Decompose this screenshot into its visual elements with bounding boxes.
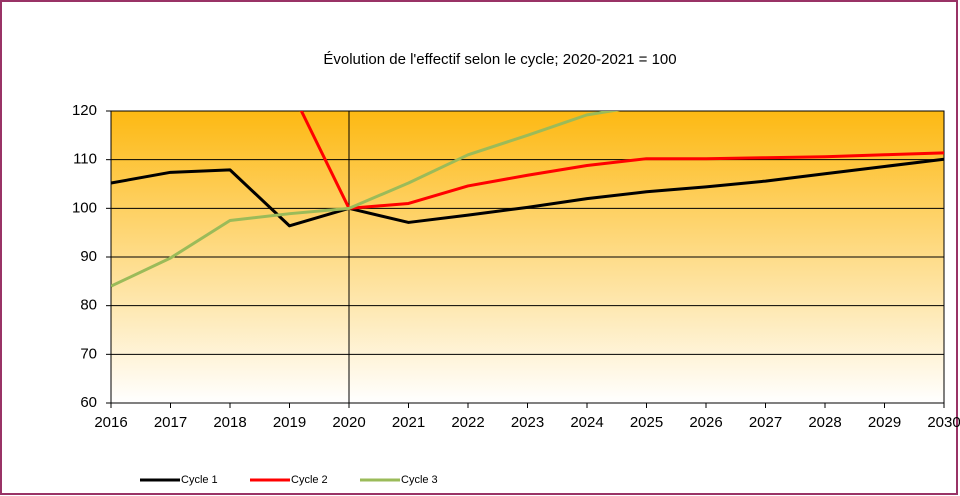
x-tick-label: 2028	[808, 414, 841, 431]
plot-border	[110, 110, 945, 404]
x-tick-label: 2027	[749, 414, 782, 431]
x-tick-label: 2019	[273, 414, 306, 431]
x-tick-label: 2026	[689, 414, 722, 431]
y-tick-label: 120	[72, 102, 97, 119]
y-tick-label: 70	[80, 345, 97, 362]
series-line	[111, 111, 621, 288]
legend-label: Cycle 3	[401, 474, 438, 486]
x-tick-label: 2017	[154, 414, 187, 431]
series-line	[299, 111, 944, 210]
x-tick-label: 2018	[213, 414, 246, 431]
chart-title: Évolution de l'effectif selon le cycle; …	[323, 51, 676, 68]
y-tick-label: 80	[80, 297, 97, 314]
x-tick-label: 2023	[511, 414, 544, 431]
x-tick-label: 2021	[392, 414, 425, 431]
x-tick-label: 2025	[630, 414, 663, 431]
x-tick-label: 2016	[94, 414, 127, 431]
y-tick-label: 110	[73, 151, 97, 168]
x-tick-label: 2022	[451, 414, 484, 431]
series-group	[111, 111, 944, 288]
x-tick-label: 2020	[332, 414, 365, 431]
y-tick-label: 100	[72, 199, 97, 216]
x-tick-label: 2030	[927, 414, 960, 431]
x-tick-label: 2024	[570, 414, 603, 431]
y-tick-label: 90	[80, 248, 97, 265]
series-line	[111, 157, 944, 228]
legend-label: Cycle 2	[291, 474, 328, 486]
x-tick-label: 2029	[868, 414, 901, 431]
y-tick-label: 60	[80, 394, 97, 411]
legend-label: Cycle 1	[181, 474, 218, 486]
